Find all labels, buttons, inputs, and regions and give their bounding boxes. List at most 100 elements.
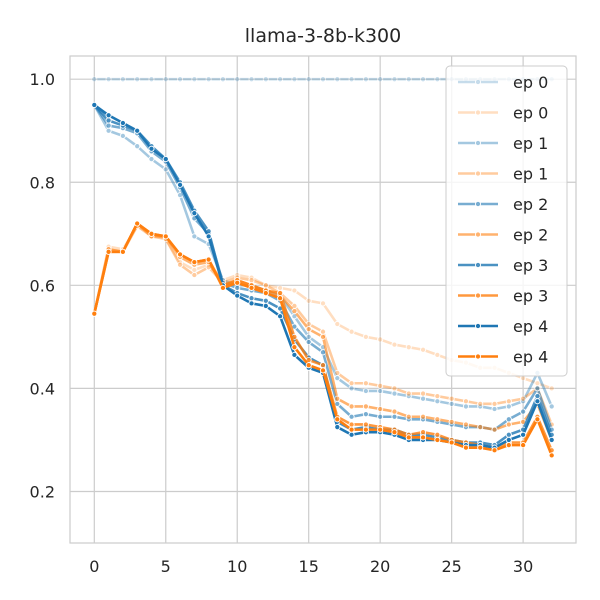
legend-label: ep 1 <box>513 165 548 184</box>
data-point <box>177 181 184 188</box>
legend-marker <box>474 200 482 208</box>
data-point <box>262 297 269 304</box>
data-point <box>134 220 141 227</box>
data-point <box>105 127 112 134</box>
data-point <box>219 284 226 291</box>
legend-item <box>458 139 498 147</box>
data-point <box>362 380 369 387</box>
data-point <box>534 393 541 400</box>
data-point <box>277 284 284 291</box>
data-point <box>391 429 398 436</box>
data-point <box>462 444 469 451</box>
legend-label: ep 3 <box>513 287 548 306</box>
data-point <box>119 132 126 139</box>
y-axis: 0.2 0.4 0.6 0.8 1.0 <box>30 70 55 501</box>
data-point <box>448 395 455 402</box>
data-point <box>362 403 369 410</box>
data-point <box>105 76 112 83</box>
data-point <box>377 76 384 83</box>
data-point <box>234 292 241 299</box>
data-point <box>377 382 384 389</box>
y-tick-label: 0.2 <box>30 482 55 501</box>
data-point <box>405 390 412 397</box>
data-point <box>420 429 427 436</box>
data-point <box>548 436 555 443</box>
legend-box <box>445 65 568 377</box>
data-point <box>191 266 198 273</box>
data-point <box>248 295 255 302</box>
data-point <box>191 259 198 266</box>
data-point <box>520 431 527 438</box>
data-point <box>277 290 284 297</box>
data-point <box>391 413 398 420</box>
legend-label: ep 4 <box>513 348 548 367</box>
x-tick-label: 10 <box>227 557 247 576</box>
data-point <box>362 411 369 418</box>
x-tick-label: 15 <box>299 557 319 576</box>
data-point <box>291 308 298 315</box>
data-point <box>505 431 512 438</box>
data-point <box>191 210 198 217</box>
data-point <box>477 403 484 410</box>
y-tick-label: 0.4 <box>30 379 55 398</box>
data-point <box>548 452 555 459</box>
data-point <box>91 310 98 317</box>
data-point <box>420 395 427 402</box>
legend-label: ep 3 <box>513 256 548 275</box>
data-point <box>191 233 198 240</box>
data-point <box>234 76 241 83</box>
legend-item <box>458 200 498 208</box>
x-tick-label: 25 <box>441 557 461 576</box>
data-point <box>262 290 269 297</box>
data-point <box>348 426 355 433</box>
data-point <box>319 362 327 369</box>
data-point <box>305 297 312 304</box>
data-point <box>91 76 98 83</box>
data-point <box>377 405 384 413</box>
data-point <box>477 423 484 431</box>
data-point <box>319 333 327 340</box>
data-point <box>262 282 269 289</box>
data-point <box>191 76 198 83</box>
data-point <box>477 400 484 407</box>
data-point <box>319 328 327 335</box>
legend-item <box>458 231 498 238</box>
data-point <box>177 261 184 268</box>
data-point <box>162 76 169 83</box>
data-point <box>434 351 441 358</box>
data-point <box>534 398 541 405</box>
data-point <box>362 387 369 395</box>
data-point <box>134 127 141 134</box>
data-point <box>462 421 469 428</box>
data-point <box>348 413 355 420</box>
data-point <box>434 416 441 423</box>
data-point <box>148 230 155 237</box>
legend-label: ep 2 <box>513 195 548 214</box>
data-point <box>377 426 384 433</box>
data-point <box>505 398 512 405</box>
data-point <box>191 271 198 279</box>
x-tick-label: 5 <box>161 557 171 576</box>
data-point <box>505 421 512 428</box>
chart-title: llama-3-8b-k300 <box>245 25 401 47</box>
data-point <box>505 436 512 443</box>
data-point <box>334 76 341 83</box>
data-point <box>391 408 398 415</box>
legend-marker <box>474 139 482 147</box>
legend-marker <box>474 292 482 299</box>
data-point <box>334 395 341 402</box>
data-point <box>148 76 155 83</box>
data-point <box>334 369 341 376</box>
data-point <box>248 76 255 83</box>
data-point <box>348 421 355 428</box>
data-point <box>434 431 441 438</box>
data-point <box>134 76 141 83</box>
data-point <box>348 380 355 387</box>
data-point <box>105 117 112 124</box>
data-point <box>405 344 412 351</box>
data-point <box>134 143 141 150</box>
data-point <box>491 405 498 413</box>
legend-item <box>458 109 498 116</box>
data-point <box>119 76 126 83</box>
